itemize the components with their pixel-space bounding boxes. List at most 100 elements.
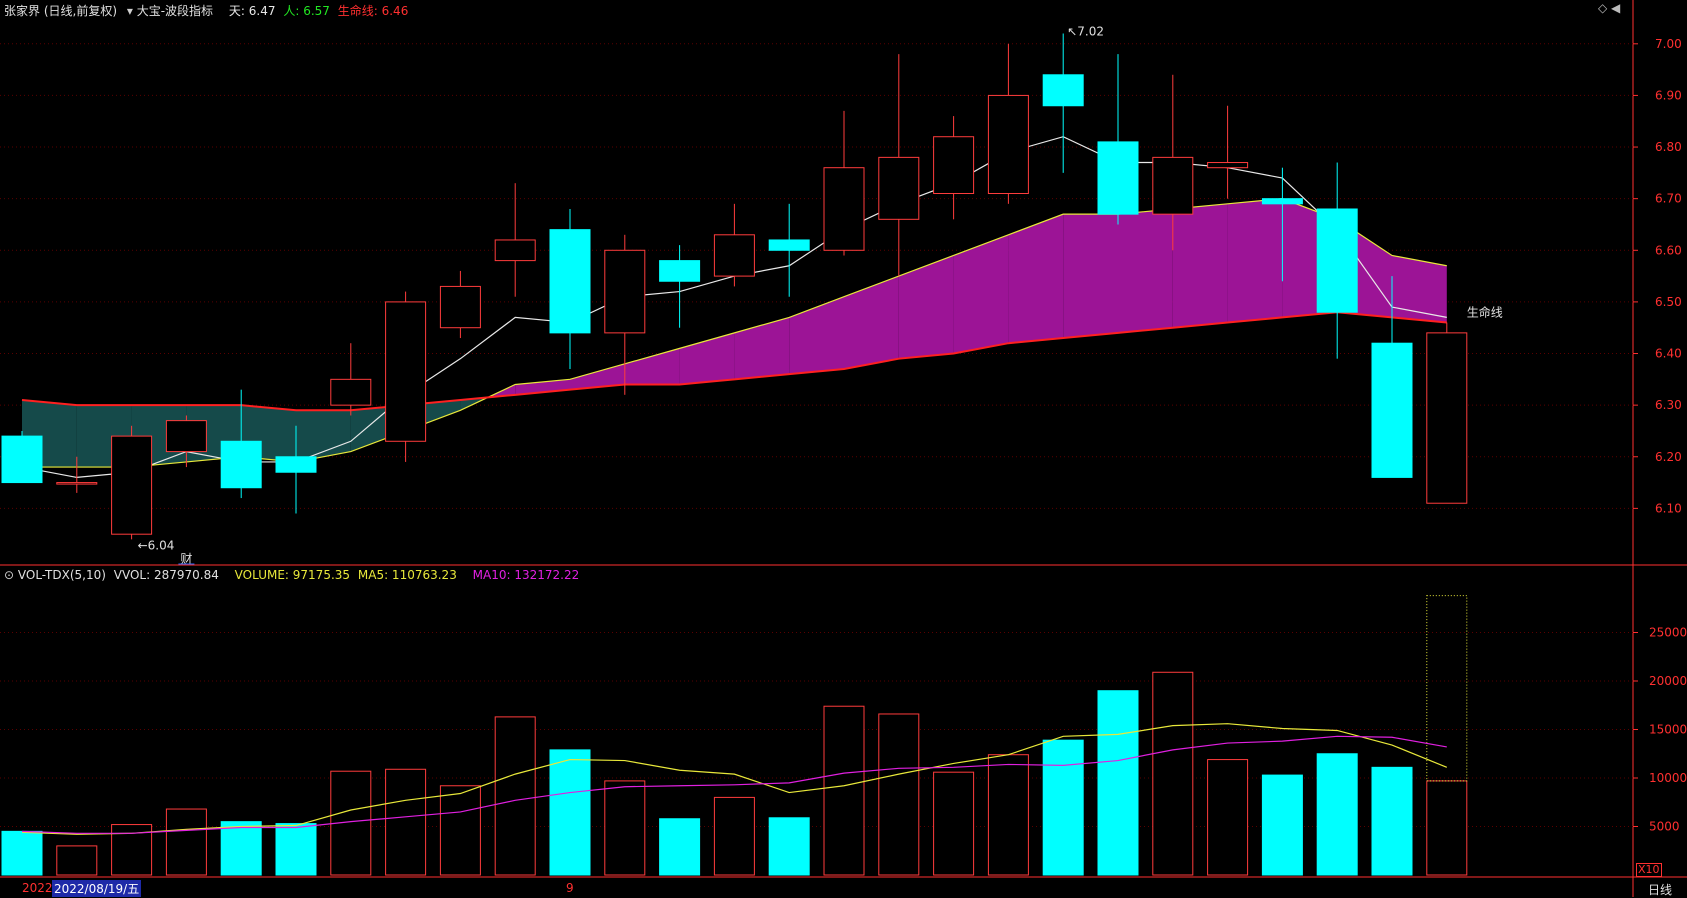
volume-tick-label: 10000	[1649, 771, 1687, 785]
candle	[56, 456, 98, 493]
band-fill-segment	[1063, 214, 1118, 339]
candle-body	[1, 435, 43, 484]
volume-bar	[56, 845, 98, 876]
price-tick-label: 7.00	[1655, 37, 1682, 51]
footer-period-label[interactable]: 日线	[1648, 883, 1673, 897]
candle	[1426, 322, 1468, 504]
band-fill-segment	[1008, 214, 1064, 344]
high-price-annotation: ↖7.02	[1067, 24, 1104, 38]
candle	[549, 208, 591, 370]
life-line-label: 生命线	[1467, 305, 1503, 320]
price-tick-label: 6.10	[1655, 501, 1682, 515]
candle-body	[330, 378, 372, 406]
candle-body	[494, 239, 536, 262]
candle	[604, 234, 646, 395]
band-fill-segment	[624, 348, 680, 385]
candle-body	[165, 420, 207, 453]
candle-body	[1207, 162, 1249, 169]
candle	[494, 183, 536, 297]
candle-body	[275, 456, 317, 473]
candle	[165, 415, 207, 468]
volume-bar	[1426, 780, 1468, 876]
band-fill-segment	[953, 234, 1009, 354]
band-fill-segment	[898, 255, 954, 359]
candle	[439, 270, 481, 339]
candle	[1152, 74, 1194, 251]
band-fill-segment	[679, 332, 735, 385]
tian-value: 6.47	[248, 4, 276, 18]
volume-bar	[1261, 774, 1303, 876]
candle	[823, 110, 865, 256]
band-fill-segment	[1118, 208, 1173, 333]
volume-bar	[1316, 753, 1358, 876]
candle-body	[220, 440, 262, 489]
vol-dropdown-icon[interactable]: ⊙	[4, 568, 15, 582]
volume-bar	[604, 780, 646, 876]
candle-body	[1042, 74, 1084, 107]
price-tick-label: 6.70	[1655, 192, 1682, 206]
candle	[713, 203, 755, 287]
volume-tick-label: 15000	[1649, 723, 1687, 737]
candle	[933, 116, 975, 220]
candle-body	[56, 482, 98, 485]
volume-bar	[1207, 759, 1249, 876]
band-fill-segment	[296, 410, 351, 462]
volume-bar	[1097, 690, 1139, 876]
candle-body	[1426, 332, 1468, 504]
indicator-name[interactable]: 大宝-波段指标	[136, 4, 214, 18]
candle-body	[1152, 156, 1194, 215]
price-tick-label: 6.80	[1655, 140, 1682, 154]
vol-scale-mark[interactable]: X10	[1636, 863, 1662, 877]
band-fill-segment	[734, 317, 790, 380]
band-fill-segment	[789, 296, 844, 375]
candle	[111, 425, 153, 540]
tian-label: 天:	[228, 4, 245, 18]
candle-body	[713, 234, 755, 277]
candle	[987, 43, 1029, 204]
band-fill-segment	[570, 363, 625, 390]
candle-body	[1261, 198, 1303, 205]
series-line-life_red	[21, 311, 1447, 412]
band-fill-segment	[1392, 255, 1447, 323]
estimated-volume-bar	[1426, 595, 1468, 782]
candle-body	[768, 239, 810, 251]
life-label: 生命线:	[337, 4, 378, 18]
volume-tick-label: 20000	[1649, 674, 1687, 688]
price-tick-label: 6.50	[1655, 295, 1682, 309]
volume-bar	[823, 705, 865, 876]
footer-cursor-date: 2022/08/19/五	[52, 880, 142, 897]
volume-bar	[878, 713, 920, 876]
candle	[659, 245, 701, 328]
ren-value: 6.57	[303, 4, 330, 18]
vol-indicator-name[interactable]: VOL-TDX(5,10)	[17, 568, 106, 582]
candle-body	[385, 301, 427, 442]
candle-body	[111, 435, 153, 535]
chart-period: (日线,前复权)	[43, 4, 118, 18]
band-fill-segment	[844, 276, 899, 370]
candle	[1371, 276, 1413, 478]
volume-ma5-line	[21, 723, 1448, 835]
candle	[1207, 105, 1249, 199]
volume-bar	[1371, 766, 1413, 876]
candle-body	[987, 94, 1029, 195]
volume-bar	[1, 830, 43, 876]
vol-ma5-value: MA5: 110763.23	[357, 568, 457, 582]
candle-body	[933, 136, 975, 195]
candle	[768, 203, 810, 297]
candle-body	[439, 285, 481, 329]
candle	[1316, 162, 1358, 359]
finance-event-tag: 财	[180, 552, 192, 566]
candle	[878, 54, 920, 277]
candle-body	[659, 260, 701, 282]
volume-tick-label: 25000	[1649, 626, 1687, 640]
band-fill-segment	[1172, 203, 1228, 328]
vol-ma10-value: MA10: 132172.22	[472, 568, 580, 582]
panel-controls-icon[interactable]: ◇ ◀	[1598, 1, 1621, 15]
candle-body	[1371, 342, 1413, 478]
price-tick-label: 6.20	[1655, 450, 1682, 464]
indicator-dropdown-icon[interactable]: ▾	[126, 4, 133, 18]
candle-body	[1316, 208, 1358, 313]
stock-name[interactable]: 张家界	[4, 4, 41, 18]
volume-bar	[385, 768, 427, 876]
